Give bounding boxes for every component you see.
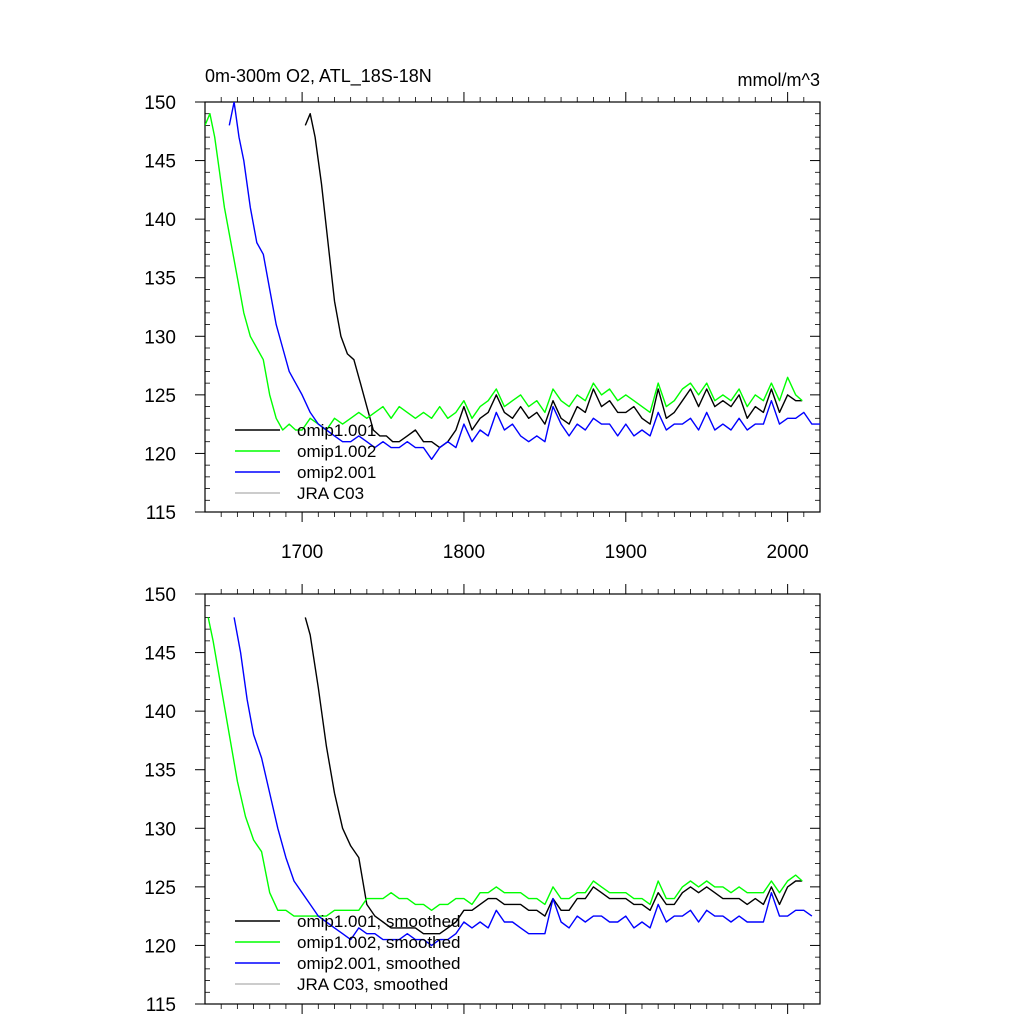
top-panel: 115 120 125 130 135 140 145 150 1700 1800 1900 2000…	[144, 66, 821, 563]
y-tick-label: 145	[144, 644, 176, 665]
y-tick-label: 115	[146, 503, 176, 524]
legend-label: omip1.001	[297, 421, 376, 440]
y-tick-label: 150	[144, 93, 176, 114]
units-label: mmol/m^3	[738, 70, 820, 90]
series-line	[228, 102, 820, 460]
y-tick-label: 130	[144, 819, 176, 840]
series-line	[233, 617, 813, 947]
y-tick-label: 140	[144, 210, 176, 231]
x-tick-label: 1700	[281, 542, 323, 563]
legend-label: JRA C03, smoothed	[297, 975, 448, 994]
y-tick-label: 115	[146, 995, 176, 1016]
x-tick-label: 1800	[443, 542, 485, 563]
legend-label: omip2.001, smoothed	[297, 954, 461, 973]
series-line	[304, 112, 803, 449]
y-tick-label: 130	[144, 327, 176, 348]
series-line	[304, 617, 803, 935]
bottom-panel: 115 120 125 130 135 140 145 150 omip1.001, smoot…	[144, 584, 821, 1016]
y-tick-label: 125	[144, 878, 176, 899]
legend-label: JRA C03	[297, 484, 364, 503]
y-tick-label: 120	[144, 444, 176, 465]
y-tick-label: 140	[144, 702, 176, 723]
y-tick-label: 145	[144, 152, 176, 173]
y-tick-label: 120	[144, 936, 176, 957]
x-tick-label: 1900	[605, 542, 647, 563]
series-line	[205, 112, 803, 431]
y-tick-label: 135	[144, 269, 176, 290]
chart-title: 0m-300m O2, ATL_18S-18N	[205, 66, 432, 87]
legend-label: omip1.002, smoothed	[297, 933, 461, 952]
y-tick-label: 150	[144, 585, 176, 606]
y-tick-label: 125	[144, 386, 176, 407]
legend-label: omip1.001, smoothed	[297, 912, 461, 931]
y-tick-label: 135	[144, 761, 176, 782]
x-tick-label: 2000	[766, 542, 808, 563]
legend-label: omip1.002	[297, 442, 376, 461]
legend-label: omip2.001	[297, 463, 376, 482]
series-line	[207, 617, 803, 917]
